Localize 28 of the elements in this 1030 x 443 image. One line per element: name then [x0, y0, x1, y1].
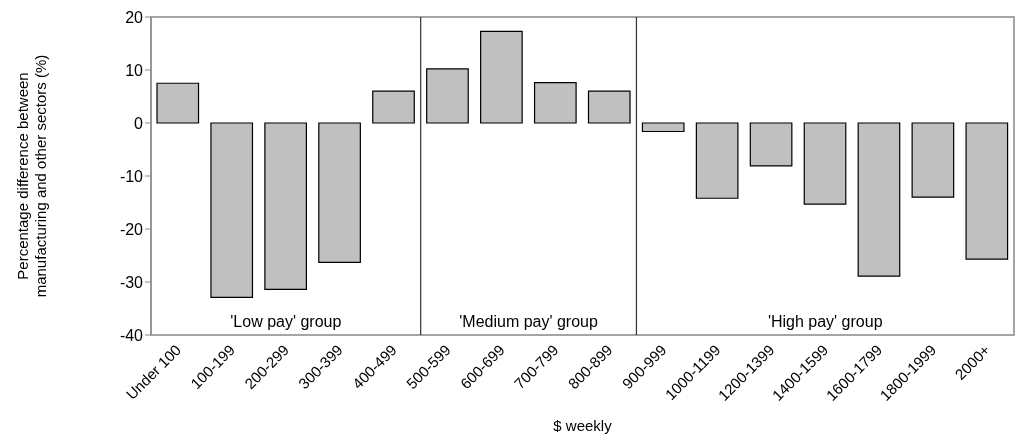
annotation: 'Low pay' group	[230, 313, 342, 330]
y-tick-label: -10	[119, 167, 144, 185]
bar	[533, 82, 577, 124]
bar	[426, 68, 469, 124]
bar	[965, 122, 1009, 260]
annotation: 'High pay' group	[767, 313, 883, 330]
y-tick-label: -30	[119, 273, 144, 291]
bar	[641, 122, 685, 133]
y-tick-label: 0	[134, 114, 144, 132]
bar	[264, 122, 308, 291]
bar	[318, 122, 361, 263]
bar	[372, 90, 415, 124]
bar	[749, 122, 793, 167]
y-tick-label: -40	[119, 326, 144, 344]
y-tick-label: 20	[125, 8, 144, 26]
bar	[480, 30, 523, 124]
bar	[911, 122, 955, 198]
y-tick-label: 10	[125, 61, 144, 79]
x-axis-title: $ weekly	[553, 417, 613, 434]
y-tick-label: -20	[119, 220, 144, 238]
bar	[587, 90, 631, 124]
bar	[695, 122, 739, 199]
bar	[857, 122, 901, 277]
bar	[210, 122, 254, 298]
y-axis-title: Percentage difference between manufacturing and other sectors (%)	[14, 54, 49, 298]
annotation: 'Medium pay' group	[459, 313, 598, 330]
bar	[156, 82, 200, 124]
bar	[803, 122, 847, 205]
